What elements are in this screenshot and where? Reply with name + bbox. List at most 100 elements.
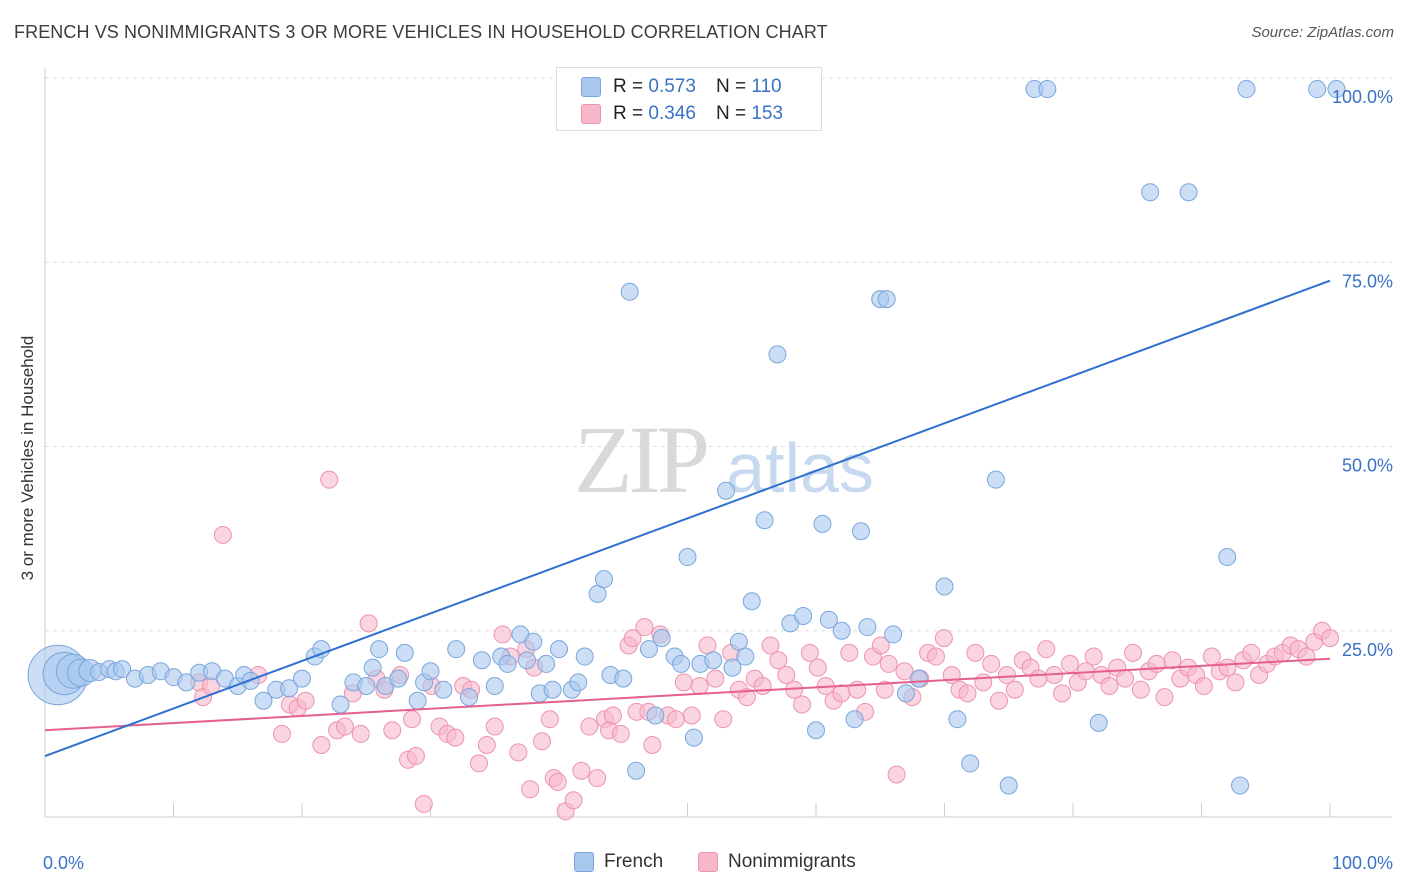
nonimmigrant-point bbox=[1053, 684, 1072, 703]
french-point bbox=[742, 592, 761, 611]
nonimmigrant-point bbox=[540, 710, 559, 729]
french-legend-swatch bbox=[574, 852, 594, 872]
nonimmigrant-point bbox=[335, 717, 354, 736]
nonimmigrants-n-value: 153 bbox=[751, 103, 784, 124]
french-point bbox=[472, 651, 491, 670]
french-legend-label: French bbox=[604, 851, 664, 872]
bottom-legend-nonimmigrants[interactable]: Nonimmigrants bbox=[698, 851, 856, 873]
nonimmigrants-r-value: 0.346 bbox=[648, 103, 696, 124]
nonimmigrant-point bbox=[414, 794, 433, 813]
french-point bbox=[408, 691, 427, 710]
french-n-value: 110 bbox=[751, 76, 782, 97]
french-r-value: 0.573 bbox=[648, 76, 696, 97]
nonimmigrant-point bbox=[1060, 654, 1079, 673]
nonimmigrant-point bbox=[1029, 669, 1048, 688]
french-point bbox=[684, 728, 703, 747]
chart-title: FRENCH VS NONIMMIGRANTS 3 OR MORE VEHICL… bbox=[14, 22, 828, 42]
french-point bbox=[485, 677, 504, 696]
nonimmigrants-trend-line bbox=[44, 657, 1331, 732]
nonimmigrant-point bbox=[1321, 629, 1339, 648]
nonimmigrant-point bbox=[926, 647, 945, 666]
nonimmigrant-point bbox=[643, 735, 662, 754]
french-point bbox=[896, 684, 915, 703]
french-point bbox=[614, 669, 633, 688]
nonimmigrant-point bbox=[1242, 643, 1261, 662]
french-point bbox=[517, 651, 536, 670]
nonimmigrant-point bbox=[564, 791, 583, 810]
source-label[interactable]: Source: ZipAtlas.com bbox=[1251, 24, 1394, 41]
nonimmigrant-point bbox=[469, 754, 488, 773]
french-point bbox=[717, 481, 736, 500]
french-point bbox=[794, 607, 813, 626]
french-point bbox=[1327, 80, 1346, 99]
french-point bbox=[884, 625, 903, 644]
french-point bbox=[819, 610, 838, 629]
nonimmigrant-point bbox=[793, 695, 812, 714]
nonimmigrant-point bbox=[623, 629, 642, 648]
nonimmigrant-point bbox=[840, 643, 859, 662]
french-n-label: N = bbox=[715, 76, 747, 97]
nonimmigrant-point bbox=[997, 665, 1016, 684]
nonimmigrants-swatch bbox=[581, 104, 601, 124]
french-point bbox=[113, 660, 132, 679]
french-point bbox=[460, 688, 479, 707]
french-point bbox=[389, 669, 408, 688]
nonimmigrant-point bbox=[580, 717, 599, 736]
y-tick-label: 25.0% bbox=[1342, 640, 1393, 660]
french-point bbox=[331, 695, 350, 714]
french-point bbox=[594, 570, 613, 589]
nonimmigrant-point bbox=[548, 772, 567, 791]
nonimmigrant-point bbox=[272, 724, 291, 743]
nonimmigrant-point bbox=[532, 732, 551, 751]
nonimmigrant-point bbox=[406, 747, 425, 766]
french-point bbox=[363, 658, 382, 677]
french-point bbox=[768, 345, 787, 364]
french-point bbox=[704, 651, 723, 670]
x-tick-label-min: 0.0% bbox=[43, 853, 84, 873]
nonimmigrant-point bbox=[509, 743, 528, 762]
y-tick-label: 100.0% bbox=[1332, 87, 1393, 107]
french-swatch bbox=[581, 77, 601, 97]
french-point bbox=[813, 514, 832, 533]
french-point bbox=[652, 629, 671, 648]
french-point bbox=[395, 643, 414, 662]
french-point bbox=[280, 679, 299, 698]
french-point bbox=[999, 776, 1018, 795]
bottom-legend-french[interactable]: French bbox=[574, 851, 663, 873]
french-point bbox=[1308, 80, 1327, 99]
french-point bbox=[575, 647, 594, 666]
nonimmigrant-point bbox=[753, 677, 772, 696]
nonimmigrant-point bbox=[446, 728, 465, 747]
french-point bbox=[1179, 183, 1198, 202]
nonimmigrant-point bbox=[296, 691, 315, 710]
nonimmigrant-point bbox=[808, 658, 827, 677]
nonimmigrant-point bbox=[1155, 688, 1174, 707]
nonimmigrant-point bbox=[1194, 677, 1213, 696]
nonimmigrant-point bbox=[402, 710, 421, 729]
y-tick-label: 75.0% bbox=[1342, 271, 1393, 291]
nonimmigrant-point bbox=[769, 651, 788, 670]
nonimmigrant-point bbox=[690, 677, 709, 696]
stats-legend: R = 0.573 N = 110 R = 0.346 N = 153 bbox=[556, 67, 822, 131]
french-r-label: R = bbox=[613, 76, 644, 97]
french-point bbox=[550, 640, 568, 659]
french-point bbox=[646, 706, 665, 725]
nonimmigrant-point bbox=[666, 710, 685, 729]
grid-lines bbox=[45, 77, 1392, 632]
french-point bbox=[909, 669, 928, 688]
nonimmigrant-point bbox=[761, 636, 780, 655]
nonimmigrants-n-label: N = bbox=[715, 103, 747, 124]
nonimmigrants-r-label: R = bbox=[613, 103, 644, 124]
nonimmigrant-point bbox=[800, 643, 819, 662]
nonimmigrant-point bbox=[351, 724, 370, 743]
nonimmigrant-point bbox=[934, 629, 953, 648]
nonimmigrant-point bbox=[682, 706, 701, 725]
french-point bbox=[312, 640, 331, 659]
tick-labels: 25.0% 50.0% 75.0% 100.0% 0.0% 100.0% bbox=[43, 87, 1393, 873]
french-point bbox=[434, 680, 453, 699]
nonimmigrant-point bbox=[1084, 647, 1103, 666]
french-point bbox=[254, 691, 273, 710]
nonimmigrant-point bbox=[1163, 651, 1182, 670]
french-point bbox=[1141, 183, 1160, 202]
